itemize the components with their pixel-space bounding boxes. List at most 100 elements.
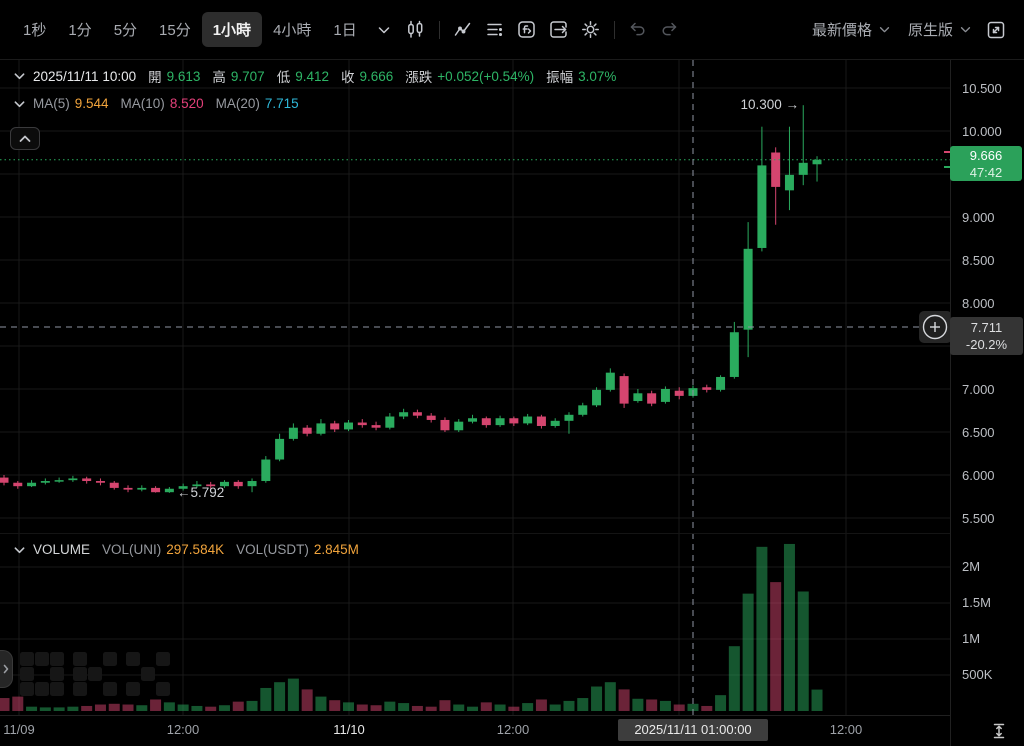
volume-bar [659,700,671,711]
ma20-label: MA(20) [215,96,260,111]
settings-button[interactable] [575,15,607,45]
close-value: 9.666 [359,68,394,84]
change-label: 漲跌 [405,70,433,85]
volume-bar [136,705,148,711]
price-annotation: ←5.792 [177,485,224,500]
candle-body [68,478,78,481]
price-mode-label: 最新價格 [811,22,872,39]
low-value: 9.412 [295,68,329,84]
volume-bar [549,704,561,711]
candle-body [40,481,50,483]
volume-bar [218,705,230,711]
okx-watermark [73,667,87,681]
okx-watermark [20,682,34,696]
volume-bar [12,696,24,711]
okx-watermark [126,682,140,696]
candle-body [523,416,533,424]
undo-icon [631,22,645,36]
fx-indicator-button[interactable] [511,15,543,45]
indicators-button[interactable] [447,15,479,45]
timeframe-4h-button[interactable]: 4小時 [262,12,322,47]
volume-bar [425,706,437,711]
fullscreen-button[interactable] [980,15,1012,45]
pane-divider[interactable] [0,533,950,534]
candle-body [592,389,602,406]
candle-body [426,415,436,420]
candle-body [619,376,629,404]
chart-version-dropdown[interactable]: 原生版 [899,13,980,46]
volume-bar [535,699,547,711]
close-label: 收 [341,70,355,85]
export-button[interactable] [543,15,575,45]
volume-bar [783,543,795,711]
low-label: 低 [276,70,291,85]
more-timeframes-button[interactable] [368,15,400,45]
candle-body [771,152,781,187]
volume-bar [687,703,699,711]
open-label: 開 [148,70,162,85]
crosshair-time-badge: 2025/11/11 01:00:00 [618,719,768,741]
volume-bar [742,593,754,711]
volume-bar [797,591,809,711]
collapse-pane-button[interactable] [10,127,40,150]
candle-body [399,412,409,417]
volume-info-bar: VOLUME VOL(UNI) 297.584K VOL(USDT) 2.845… [14,542,359,557]
volume-bar [177,704,189,711]
undo-button[interactable] [622,15,654,45]
display-settings-button[interactable] [479,15,511,45]
volume-bar [756,546,768,711]
change-pct-value: (+0.54%) [478,68,535,84]
price-mode-dropdown[interactable]: 最新價格 [803,13,899,46]
volume-bar [632,698,644,711]
okx-watermark [73,652,87,666]
candle-body [564,414,574,421]
last-price-value: 9.666 [969,148,1003,163]
volume-bar [508,706,520,711]
volume-bar [439,700,451,711]
timeframe-5m-button[interactable]: 5分 [103,12,148,47]
collapse-info-chevron[interactable] [14,72,25,80]
timeframe-1h-button[interactable]: 1小時 [201,12,263,47]
volume-bar [0,698,10,711]
volume-bar [287,678,299,711]
volume-bar [467,706,479,711]
volume-bar [108,703,120,711]
collapse-volume-chevron[interactable] [14,546,25,554]
chart-toolbar: 1秒 1分 5分 15分 1小時 4小時 1日 [0,0,1024,60]
candle-body [206,484,216,487]
candle-body [550,420,560,426]
volume-bar [122,704,134,711]
open-value: 9.613 [166,68,201,84]
candle-body [702,387,712,390]
side-panel-handle[interactable] [0,650,13,688]
volume-bar [260,687,272,711]
timeframe-1d-button[interactable]: 1日 [322,12,367,47]
volume-bar [577,698,589,711]
volume-bar [191,705,203,711]
candle-body [743,248,753,330]
volume-bar [343,702,354,711]
volume-bar [356,704,368,711]
chart-style-button[interactable] [400,15,432,45]
candle-body [784,174,794,191]
timeframe-15m-button[interactable]: 15分 [148,12,202,47]
vol-uni-label: VOL(UNI) [102,542,162,557]
collapse-ma-chevron[interactable] [14,100,25,108]
candle-body [385,416,395,428]
candle-body [716,376,726,390]
okx-watermark [141,667,155,681]
candle-body [151,487,161,493]
redo-button[interactable] [654,15,686,45]
candle-body [109,482,119,488]
timeframe-1m-button[interactable]: 1分 [57,12,102,47]
candle-datetime: 2025/11/11 10:00 [33,68,137,84]
ma5-label: MA(5) [33,96,70,111]
candle-body [468,418,478,422]
candle-body [247,481,257,487]
volume-title: VOLUME [33,542,91,557]
fit-scale-button[interactable] [986,721,1012,741]
volume-bar [811,689,823,711]
candle-body [481,418,491,426]
timeframe-1s-button[interactable]: 1秒 [12,12,57,47]
